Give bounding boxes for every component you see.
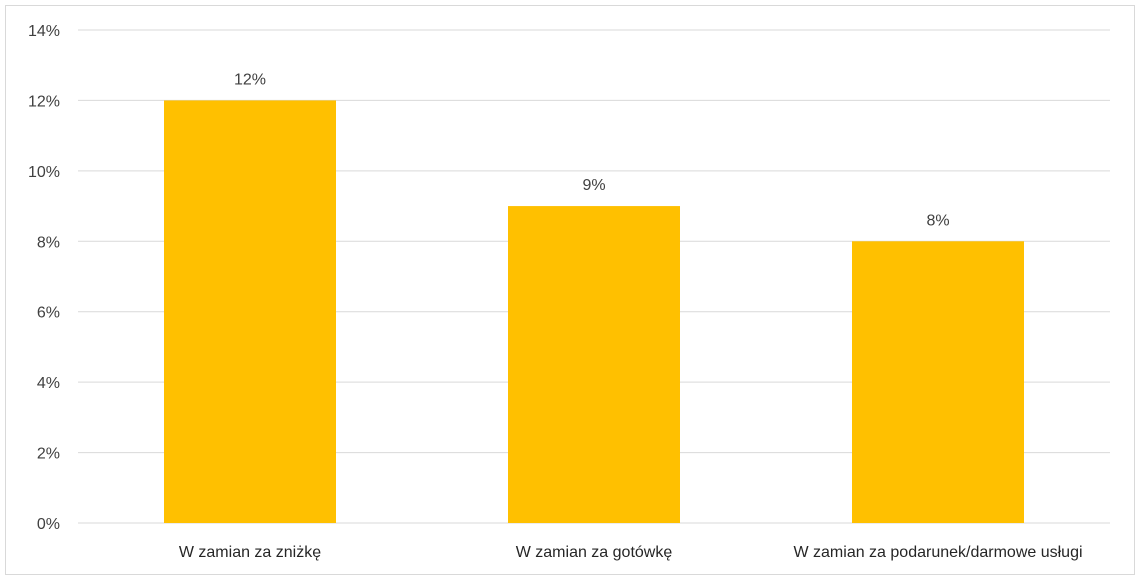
data-labels: 12% 9% 8% [234, 71, 950, 229]
x-category-label: W zamian za gotówkę [516, 544, 673, 561]
y-tick-label: 8% [37, 234, 60, 251]
y-tick-label: 0% [37, 516, 60, 533]
y-axis-ticks: 0% 2% 4% 6% 8% 10% 12% 14% [28, 23, 60, 533]
bar [164, 100, 336, 523]
data-label: 9% [582, 177, 605, 194]
x-category-label: W zamian za podarunek/darmowe usługi [793, 544, 1082, 561]
bar [508, 206, 680, 524]
y-tick-label: 10% [28, 164, 60, 181]
x-category-label: W zamian za zniżkę [179, 544, 321, 561]
data-label: 8% [926, 212, 949, 229]
x-axis-categories: W zamian za zniżkę W zamian za gotówkę W z… [179, 544, 1083, 561]
bar [852, 241, 1024, 524]
y-tick-label: 12% [28, 93, 60, 110]
y-tick-label: 4% [37, 375, 60, 392]
y-tick-label: 2% [37, 446, 60, 463]
bars [164, 100, 1024, 524]
data-label: 12% [234, 71, 266, 88]
y-tick-label: 14% [28, 23, 60, 40]
y-tick-label: 6% [37, 305, 60, 322]
